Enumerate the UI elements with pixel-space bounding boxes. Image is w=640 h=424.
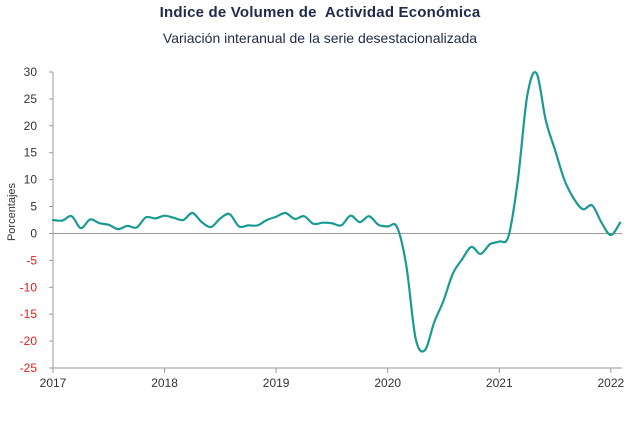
x-tick-label: 2017 [40,376,67,390]
y-tick-label: 10 [24,173,38,187]
y-tick-label: -15 [20,307,38,321]
x-tick-label: 2018 [151,376,178,390]
y-tick-label: 0 [30,226,37,240]
x-tick-label: 2021 [486,376,513,390]
x-tick-label: 2022 [597,376,624,390]
series-line [51,71,622,353]
y-tick-label: 25 [24,92,38,106]
y-tick-label: -25 [20,361,38,375]
x-tick-label: 2020 [374,376,401,390]
y-tick-label: 30 [24,65,38,79]
y-tick-label: -5 [26,253,37,267]
y-tick-label: 15 [24,146,38,160]
chart-subtitle: Variación interanual de la serie desesta… [162,30,478,46]
y-tick-label: 20 [24,119,38,133]
y-tick-label: -10 [20,280,38,294]
x-tick-label: 2019 [263,376,290,390]
y-tick-label: -20 [20,334,38,348]
y-axis-title: Porcentajes [6,182,18,241]
chart-title: Indice de Volumen de Actividad Económica [159,4,481,21]
y-tick-label: 5 [30,200,37,214]
